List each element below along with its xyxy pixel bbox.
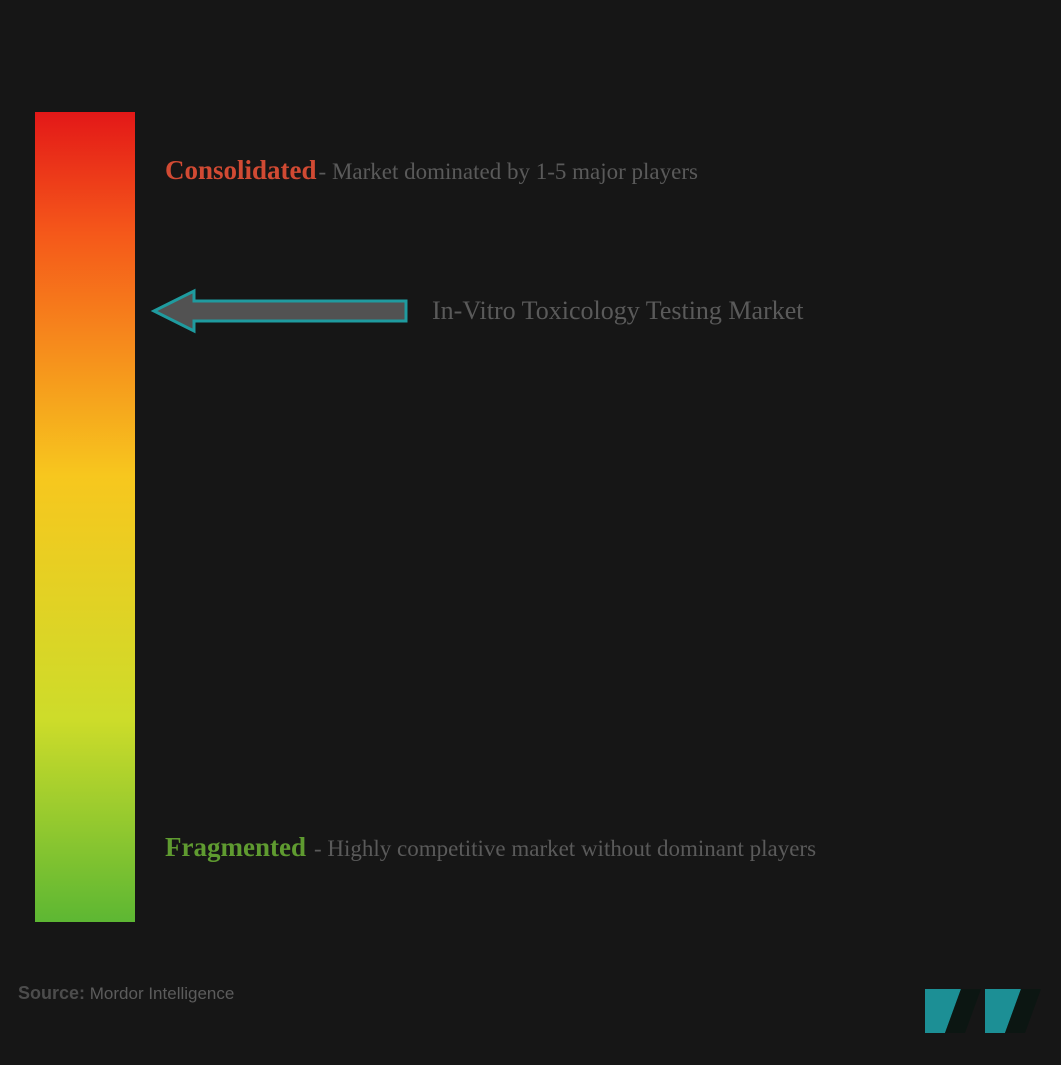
concentration-gradient-bar: [35, 112, 135, 922]
market-marker-row: In-Vitro Toxicology Testing Market: [150, 285, 804, 337]
market-name-label: In-Vitro Toxicology Testing Market: [432, 296, 804, 326]
consolidated-label-row: Consolidated - Market dominated by 1-5 m…: [165, 155, 698, 186]
fragmented-label-row: Fragmented - Highly competitive market w…: [165, 832, 816, 863]
consolidated-title: Consolidated: [165, 155, 317, 186]
fragmented-title: Fragmented: [165, 832, 306, 863]
source-prefix: Source:: [18, 983, 85, 1003]
mordor-logo-icon: [923, 983, 1043, 1039]
consolidated-desc: - Market dominated by 1-5 major players: [319, 159, 698, 185]
fragmented-desc: - Highly competitive market without domi…: [314, 836, 816, 862]
source-name: Mordor Intelligence: [90, 984, 235, 1003]
source-attribution: Source: Mordor Intelligence: [18, 983, 234, 1004]
left-arrow-icon: [150, 285, 410, 337]
